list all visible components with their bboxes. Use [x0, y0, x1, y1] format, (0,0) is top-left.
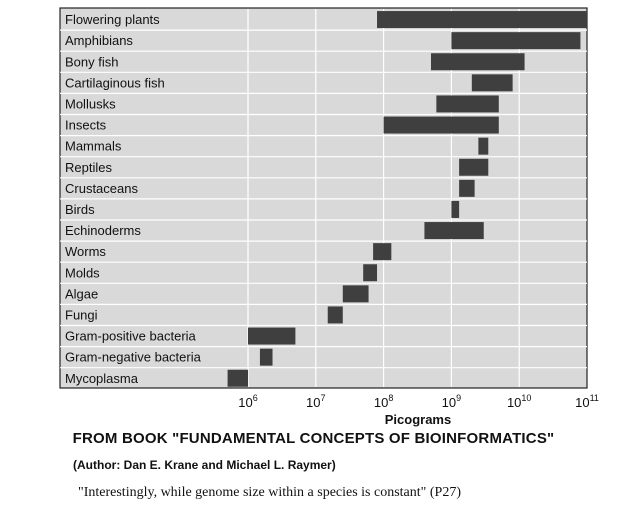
category-label: Gram-negative bacteria	[65, 350, 202, 365]
category-label: Flowering plants	[65, 12, 160, 27]
category-label: Fungi	[65, 307, 98, 322]
range-bar	[459, 179, 475, 197]
genome-size-chart: Flowering plants Amphibians Bony fish Carti…	[59, 7, 599, 427]
x-tick-label: 1010	[507, 393, 531, 410]
x-tick-label: 108	[374, 393, 393, 410]
chart-svg: Flowering plants Amphibians Bony fish Carti…	[59, 7, 599, 427]
category-label: Echinoderms	[65, 223, 141, 238]
category-label: Birds	[65, 202, 95, 217]
x-tick-label: 109	[442, 393, 461, 410]
range-bar	[478, 137, 489, 155]
range-bar	[342, 285, 369, 303]
range-bar	[227, 369, 248, 387]
category-label: Mammals	[65, 139, 122, 154]
category-label: Reptiles	[65, 160, 112, 175]
range-bar	[259, 348, 273, 366]
category-label: Insects	[65, 118, 107, 133]
range-bar	[424, 222, 484, 240]
x-tick-label: 106	[238, 393, 257, 410]
category-label: Gram-positive bacteria	[65, 329, 197, 344]
quote-caption: "Interestingly, while genome size within…	[78, 485, 461, 500]
category-label: Mollusks	[65, 96, 116, 111]
x-axis-label: Picograms	[385, 412, 451, 427]
category-label: Bony fish	[65, 54, 118, 69]
x-tick-labels: 106 107 108 109 1010 1011	[238, 393, 599, 410]
range-bar	[459, 158, 489, 176]
grid-layer	[60, 9, 587, 387]
category-label: Molds	[65, 265, 100, 280]
x-tick-label: 1011	[575, 393, 599, 410]
range-bar	[248, 327, 296, 345]
range-bar	[383, 116, 499, 134]
range-bar	[363, 264, 378, 282]
range-bar	[451, 32, 581, 50]
category-label: Amphibians	[65, 33, 133, 48]
range-bar	[451, 200, 460, 218]
range-bar	[373, 243, 392, 261]
x-tick-label: 107	[306, 393, 325, 410]
category-label: Crustaceans	[65, 181, 138, 196]
category-label: Worms	[65, 244, 106, 259]
author-caption: (Author: Dan E. Krane and Michael L. Ray…	[73, 458, 336, 472]
category-labels: Flowering plants Amphibians Bony fish Carti…	[65, 12, 202, 386]
range-bar	[430, 53, 525, 71]
category-label: Mycoplasma	[65, 371, 139, 386]
plot-panel	[59, 7, 588, 389]
bar-layer	[227, 11, 587, 387]
range-bar	[327, 306, 343, 324]
category-label: Cartilaginous fish	[65, 75, 165, 90]
range-bar	[377, 11, 587, 29]
book-caption: FROM BOOK "FUNDAMENTAL CONCEPTS OF BIOIN…	[72, 430, 555, 447]
range-bar	[436, 95, 499, 113]
category-label: Algae	[65, 286, 98, 301]
range-bar	[471, 74, 513, 92]
